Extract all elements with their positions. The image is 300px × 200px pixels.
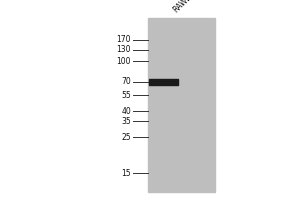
Text: 70: 70 <box>121 77 131 86</box>
Text: 35: 35 <box>121 116 131 126</box>
Text: 55: 55 <box>121 90 131 99</box>
Text: 170: 170 <box>116 36 131 45</box>
Bar <box>149 79 178 85</box>
Text: 100: 100 <box>116 56 131 66</box>
Text: 15: 15 <box>122 168 131 178</box>
Text: 130: 130 <box>116 46 131 54</box>
Bar <box>148 18 215 192</box>
Text: 40: 40 <box>121 106 131 116</box>
Text: 25: 25 <box>122 132 131 142</box>
Text: RAW264.7: RAW264.7 <box>172 0 206 14</box>
